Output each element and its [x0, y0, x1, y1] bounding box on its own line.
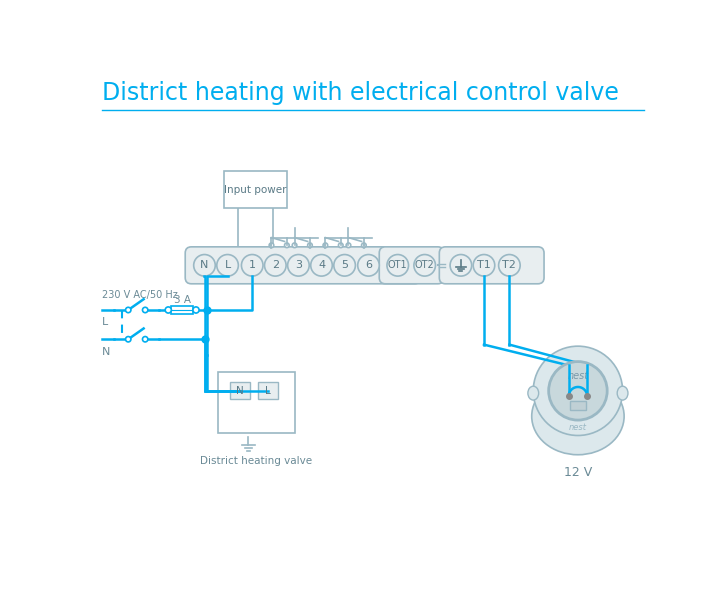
Circle shape — [414, 255, 435, 276]
Circle shape — [357, 255, 379, 276]
Text: 2: 2 — [272, 260, 279, 270]
Circle shape — [269, 243, 274, 248]
Text: L: L — [265, 386, 271, 396]
Text: 3 A: 3 A — [174, 295, 191, 305]
Text: L: L — [102, 317, 108, 327]
Text: 1: 1 — [249, 260, 256, 270]
Circle shape — [387, 255, 408, 276]
Text: District heating valve: District heating valve — [200, 456, 312, 466]
FancyBboxPatch shape — [185, 247, 421, 284]
Circle shape — [549, 362, 607, 420]
Circle shape — [194, 255, 215, 276]
Circle shape — [346, 243, 351, 248]
Circle shape — [450, 255, 472, 276]
Circle shape — [311, 255, 332, 276]
FancyBboxPatch shape — [379, 247, 444, 284]
Text: N: N — [200, 260, 209, 270]
Text: nest: nest — [569, 422, 587, 431]
Circle shape — [499, 255, 521, 276]
Circle shape — [534, 346, 622, 435]
Circle shape — [143, 307, 148, 312]
Text: N: N — [102, 346, 111, 356]
Circle shape — [165, 307, 171, 313]
Text: nest: nest — [567, 371, 588, 381]
Circle shape — [308, 243, 312, 248]
Bar — [171, 306, 193, 314]
Ellipse shape — [528, 386, 539, 400]
Text: T2: T2 — [502, 260, 516, 270]
Circle shape — [143, 337, 148, 342]
Circle shape — [323, 243, 328, 248]
Text: 4: 4 — [318, 260, 325, 270]
Text: N: N — [236, 386, 244, 396]
Circle shape — [217, 255, 238, 276]
Bar — [570, 401, 585, 410]
Text: 3: 3 — [295, 260, 302, 270]
Circle shape — [292, 243, 297, 248]
Text: L: L — [224, 260, 231, 270]
Circle shape — [125, 337, 131, 342]
Text: 6: 6 — [365, 260, 372, 270]
Bar — [258, 383, 277, 399]
Circle shape — [193, 307, 199, 313]
Circle shape — [125, 307, 131, 312]
Circle shape — [473, 255, 495, 276]
Text: 12 V: 12 V — [563, 466, 592, 479]
Text: OT1: OT1 — [388, 260, 408, 270]
Circle shape — [242, 255, 263, 276]
Circle shape — [285, 243, 289, 248]
Text: 5: 5 — [341, 260, 348, 270]
Bar — [230, 383, 250, 399]
Ellipse shape — [531, 378, 624, 455]
Text: District heating with electrical control valve: District heating with electrical control… — [102, 81, 619, 105]
Circle shape — [362, 243, 366, 248]
Ellipse shape — [617, 386, 628, 400]
Circle shape — [288, 255, 309, 276]
Bar — [218, 372, 295, 433]
Text: 230 V AC/50 Hz: 230 V AC/50 Hz — [102, 290, 178, 299]
Circle shape — [334, 255, 355, 276]
Circle shape — [339, 243, 343, 248]
Text: Input power: Input power — [224, 185, 287, 195]
FancyBboxPatch shape — [439, 247, 544, 284]
Circle shape — [264, 255, 286, 276]
Text: T1: T1 — [477, 260, 491, 270]
Bar — [223, 172, 287, 208]
Text: OT2: OT2 — [415, 260, 435, 270]
